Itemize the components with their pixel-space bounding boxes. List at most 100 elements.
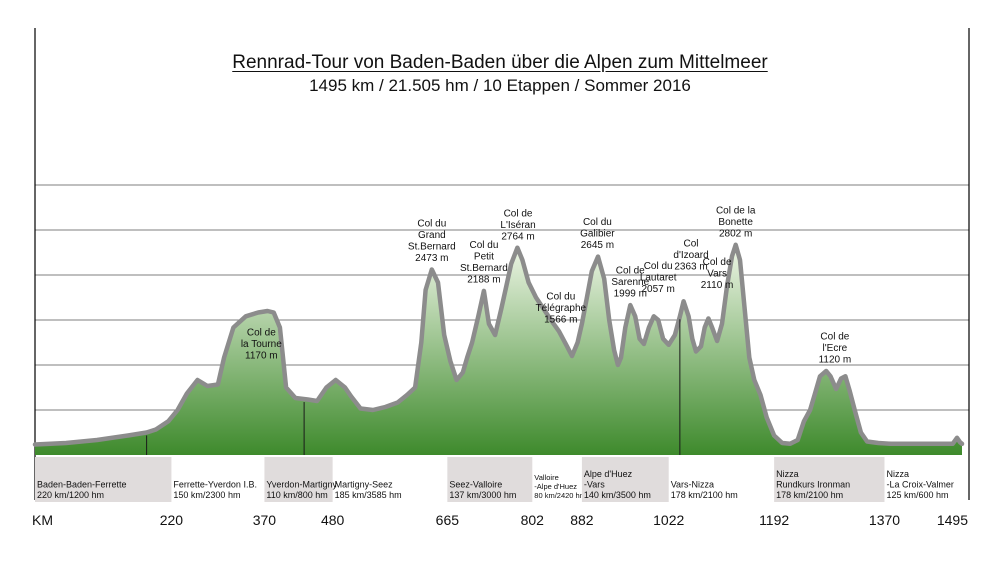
stage-label-line: -La Croix-Valmer (886, 480, 953, 490)
x-tick-label: 1022 (653, 512, 684, 528)
peak-label-line: Col de (703, 257, 732, 268)
stage-label: Baden-Baden-Ferrette 220 km/1200 hm (37, 480, 127, 501)
stage-label-line: -Vars (584, 480, 605, 490)
stage-label-line: Nizza (776, 469, 799, 479)
peak-label-line: Col du (469, 240, 498, 251)
peak-label: Col de la Tourne 1170 m (241, 328, 282, 362)
stage-label: Vars-Nizza 178 km/2100 hm (671, 480, 738, 501)
peak-label-line: Col du (644, 261, 673, 272)
peak-label-line: la Tourne (241, 339, 282, 350)
x-tick-label: 1370 (869, 512, 900, 528)
peak-label-line: 2764 m (501, 231, 534, 242)
chart-title: Rennrad-Tour von Baden-Baden über die Al… (232, 52, 768, 73)
stage-label-line: Vars-Nizza (671, 480, 714, 490)
stage-label-line: Valloire (534, 473, 558, 482)
x-tick-label: 1192 (759, 512, 789, 528)
stage-labels: Baden-Baden-Ferrette 220 km/1200 hm Ferret… (35, 457, 954, 502)
stage-label: Seez-Valloire 137 km/3000 hm (449, 480, 516, 501)
stage-label-line: 185 km/3585 hm (335, 490, 402, 500)
peak-label: Col de Sarenne 1999 m (611, 265, 649, 299)
x-tick-label: 665 (436, 512, 460, 528)
peak-label: Col du Galibier 2645 m (580, 217, 615, 251)
stage-label-line: Yverdon-Martigny (266, 480, 337, 490)
peak-label: Col du Lautaret 2057 m (640, 261, 677, 295)
peak-label-line: 2473 m (415, 253, 448, 264)
profile-outline (32, 242, 965, 447)
peak-label-line: Bonette (718, 217, 753, 228)
peak-label: Col du Grand St.Bernard 2473 m (408, 219, 456, 265)
stage-label-line: -Alpe d'Huez (534, 482, 577, 491)
peak-label-line: 2188 m (467, 274, 500, 285)
peak-label-line: Col de (616, 265, 645, 276)
peak-label: Col de l'Ecre 1120 m (819, 331, 852, 365)
peak-label-line: St.Bernard (408, 242, 456, 253)
stage-label-line: Nizza (886, 469, 909, 479)
stage-label-line: 137 km/3000 hm (449, 490, 516, 500)
peak-label-line: Col du (546, 292, 575, 303)
peak-label-line: Galibier (580, 229, 615, 240)
stage-label-line: 80 km/2420 hm (534, 491, 586, 500)
stage-label-line: Rundkurs Ironman (776, 480, 850, 490)
peak-label-line: Col de (820, 331, 849, 342)
stage-label-line: 125 km/600 hm (886, 490, 948, 500)
chart-subtitle: 1495 km / 21.505 hm / 10 Etappen / Somme… (309, 76, 691, 95)
stage-label-line: 178 km/2100 hm (776, 490, 843, 500)
x-tick-label: 220 (160, 512, 184, 528)
peak-label: Col d'Izoard 2363 m (673, 238, 708, 272)
peak-label: Col de Vars 2110 m (701, 257, 734, 291)
stage-label-line: Ferrette-Yverdon I.B. (173, 480, 257, 490)
x-tick-label: 480 (321, 512, 345, 528)
peak-label-line: 2363 m (674, 261, 707, 272)
stage-label: Valloire -Alpe d'Huez 80 km/2420 hm (534, 473, 586, 500)
peak-label-line: 1999 m (614, 288, 647, 299)
peak-label-line: Petit (474, 251, 494, 262)
stage-box (35, 457, 172, 502)
peak-label-line: 1120 m (819, 354, 852, 365)
stage-label-line: Seez-Valloire (449, 480, 502, 490)
x-tick-label: 882 (570, 512, 594, 528)
peak-label-line: Grand (418, 230, 446, 241)
stage-label-line: 178 km/2100 hm (671, 490, 738, 500)
peak-label-line: Lautaret (640, 273, 677, 284)
x-tick-label: 1495 (937, 512, 968, 528)
stage-label: Alpe d'Huez -Vars 140 km/3500 hm (584, 469, 651, 500)
stage-label-line: Alpe d'Huez (584, 469, 633, 479)
stage-boundaries (146, 319, 681, 455)
stage-box (774, 457, 885, 502)
profile-area (35, 244, 962, 455)
stage-label: Nizza Rundkurs Ironman 178 km/2100 hm (776, 469, 850, 500)
peak-label-line: Col de (504, 208, 533, 219)
peak-label-line: Col de (247, 328, 276, 339)
stage-box (447, 457, 533, 502)
peak-label-line: d'Izoard (673, 250, 708, 261)
peak-label-line: Col de la (716, 205, 756, 216)
peak-label-line: L'Iséran (500, 220, 535, 231)
stage-box (581, 457, 669, 502)
x-axis-ticks: KM 220 370 480 665 802 882 1022 1192 1370 1495 (32, 512, 968, 528)
peak-label-line: St.Bernard (460, 263, 508, 274)
peak-label-line: 1170 m (245, 351, 278, 362)
peak-label-line: 2802 m (719, 228, 752, 239)
stage-label: Martigny-Seez 185 km/3585 hm (335, 480, 402, 501)
stage-box (264, 457, 333, 502)
peak-label-line: 2645 m (581, 240, 614, 251)
stage-label-line: Baden-Baden-Ferrette (37, 480, 127, 490)
stage-label-line: 220 km/1200 hm (37, 490, 104, 500)
x-axis-label: KM (32, 512, 53, 528)
x-tick-label: 802 (521, 512, 545, 528)
stage-label: Ferrette-Yverdon I.B. 150 km/2300 hm (173, 480, 257, 501)
stage-label-line: 150 km/2300 hm (173, 490, 240, 500)
peak-label-line: Col (684, 238, 699, 249)
peak-label-line: 1566 m (544, 315, 577, 326)
x-tick-label: 370 (253, 512, 277, 528)
peak-label-line: Sarenne (611, 277, 649, 288)
peak-label-line: Col du (417, 219, 446, 230)
peak-label-line: Vars (707, 269, 727, 280)
peak-label: Col de la Bonette 2802 m (716, 205, 756, 239)
peak-label: Col de L'Iséran 2764 m (500, 208, 535, 242)
stage-label: Nizza -La Croix-Valmer 125 km/600 hm (886, 469, 953, 500)
peak-label-line: Télégraphe (536, 303, 587, 314)
peak-label-line: 2057 m (641, 284, 674, 295)
